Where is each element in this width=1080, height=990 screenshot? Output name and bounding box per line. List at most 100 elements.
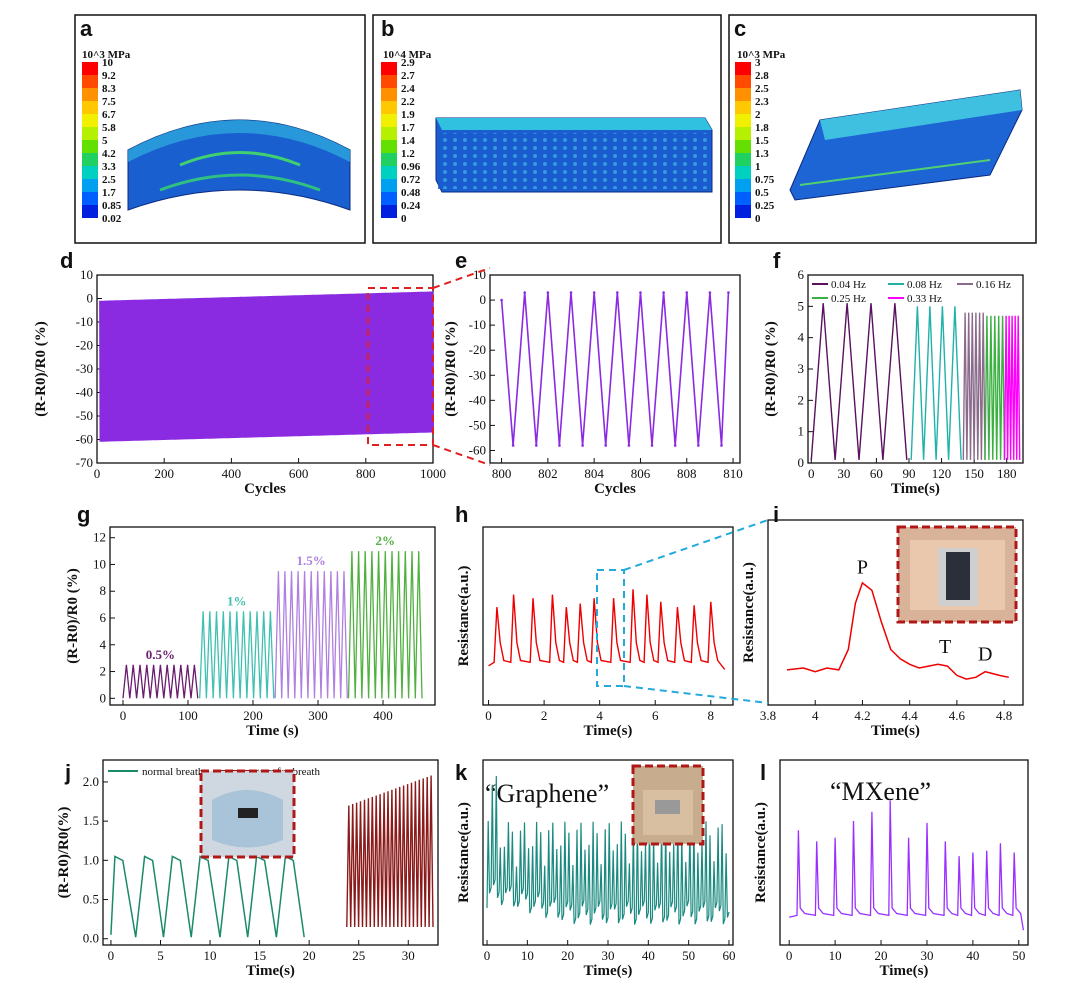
panel-b-unit: 10^4 MPa xyxy=(383,49,432,61)
panel-label: g xyxy=(77,502,90,527)
y-tick-label: -70 xyxy=(76,455,93,470)
x-axis-label: Time(s) xyxy=(246,963,295,979)
series-line xyxy=(984,315,1006,460)
x-tick-label: 15 xyxy=(253,948,266,963)
y-tick-label: 1.0 xyxy=(83,852,99,867)
x-tick-label: 40 xyxy=(642,948,655,963)
x-axis-label: Cycles xyxy=(244,481,286,497)
x-tick-label: 800 xyxy=(356,466,376,481)
colorbar-swatch xyxy=(735,101,751,114)
x-axis-label: Time (s) xyxy=(246,723,299,739)
y-tick-label: 1 xyxy=(798,424,805,439)
x-tick-label: 40 xyxy=(966,948,979,963)
peak-annotation: T xyxy=(939,636,951,658)
data-point xyxy=(685,291,689,294)
colorbar-swatch xyxy=(735,179,751,192)
colorbar-swatch xyxy=(735,114,751,127)
legend-label: 0.33 Hz xyxy=(907,293,942,305)
series-line xyxy=(910,306,962,460)
x-tick-label: 20 xyxy=(303,948,316,963)
chart-title: “Graphene” xyxy=(485,779,609,808)
series-line xyxy=(1003,315,1021,460)
colorbar-tick: 1.2 xyxy=(401,148,415,160)
data-point xyxy=(604,444,608,447)
x-tick-label: 4.4 xyxy=(902,708,919,723)
colorbar-swatch xyxy=(82,75,98,88)
panel-c-frame xyxy=(728,14,1037,244)
x-tick-label: 20 xyxy=(561,948,574,963)
chart-k: k 0 10 20 30 40 50 60 Time(s) Resistance(a.u.) “Gr… xyxy=(455,759,735,979)
panel-a: a 10^3 MPa 109.28.37.56.75.854.23.32.51.… xyxy=(74,14,366,244)
colorbar-tick: 10 xyxy=(102,57,114,69)
y-axis-label: (R-R0)/R0 (%) xyxy=(65,568,81,663)
y-tick-label: -40 xyxy=(76,385,93,400)
x-tick-label: 10 xyxy=(521,948,534,963)
series-line xyxy=(110,855,305,938)
colorbar-swatch xyxy=(381,101,397,114)
legend-label: 0.08 Hz xyxy=(907,279,942,291)
data-point xyxy=(592,291,596,294)
x-axis-label: Time(s) xyxy=(871,723,920,739)
x-tick-label: 810 xyxy=(723,466,743,481)
colorbar-swatch xyxy=(82,127,98,140)
panel-label: k xyxy=(455,760,468,785)
colorbar-swatch xyxy=(381,62,397,75)
x-tick-label: 180 xyxy=(997,466,1017,481)
y-axis-label: Resistance(a.u.) xyxy=(456,566,472,667)
y-tick-label: 10 xyxy=(80,267,93,282)
colorbar-tick: 7.5 xyxy=(102,96,116,108)
series-line xyxy=(347,551,423,699)
x-tick-label: 30 xyxy=(920,948,933,963)
colorbar-swatch xyxy=(735,192,751,205)
colorbar-tick: 6.7 xyxy=(102,109,116,121)
x-tick-label: 0 xyxy=(485,708,492,723)
x-tick-label: 400 xyxy=(373,708,393,723)
y-tick-label: -30 xyxy=(76,361,93,376)
colorbar-swatch xyxy=(381,127,397,140)
series-line xyxy=(810,303,908,460)
x-tick-label: 30 xyxy=(402,948,415,963)
panel-c: c 10^3 MPa 32.82.52.321.81.51.310.750.50… xyxy=(728,14,1037,244)
panel-c-label: c xyxy=(734,16,746,41)
colorbar-swatch xyxy=(82,166,98,179)
panel-b: b 10^4 MPa 2.92.72.42.21.91.71.41.20.960… xyxy=(372,14,722,244)
data-point xyxy=(708,291,712,294)
peak-annotation: D xyxy=(978,644,992,666)
colorbar-swatch xyxy=(82,114,98,127)
y-tick-label: 2 xyxy=(100,664,107,679)
colorbar-tick: 2.7 xyxy=(401,70,415,82)
colorbar-tick: 1 xyxy=(755,161,761,173)
panel-label: j xyxy=(64,760,71,785)
y-tick-label: 12 xyxy=(93,530,106,545)
y-tick-label: 0.0 xyxy=(83,931,99,946)
x-tick-label: 808 xyxy=(677,466,697,481)
colorbar-tick: 1.5 xyxy=(755,135,769,147)
x-axis-label: Time(s) xyxy=(891,481,940,497)
y-axis-label: (R-R0)/R0 (%) xyxy=(763,321,779,416)
x-tick-label: 2 xyxy=(541,708,548,723)
colorbar-tick: 5 xyxy=(102,135,108,147)
y-axis-label: (R-R0)/R0 (%) xyxy=(33,321,49,416)
zoom-connector-d-e xyxy=(367,267,491,466)
panel-label: l xyxy=(760,760,766,785)
colorbar-tick: 0.75 xyxy=(755,174,775,186)
colorbar-tick: 3.3 xyxy=(102,161,116,173)
colorbar-tick: 1.8 xyxy=(755,122,769,134)
x-tick-label: 300 xyxy=(308,708,328,723)
colorbar-tick: 2.5 xyxy=(755,83,769,95)
colorbar-swatch xyxy=(82,88,98,101)
x-axis-label: Cycles xyxy=(594,481,636,497)
data-point xyxy=(662,291,665,294)
x-tick-label: 806 xyxy=(631,466,651,481)
y-tick-label: 6 xyxy=(100,610,107,625)
y-axis-label: Resistance(a.u.) xyxy=(741,562,757,663)
x-tick-label: 30 xyxy=(837,466,850,481)
colorbar-tick: 0 xyxy=(401,213,407,225)
y-tick-label: 0 xyxy=(798,455,805,470)
colorbar-tick: 0.85 xyxy=(102,200,122,212)
series-line xyxy=(346,775,434,928)
panel-c-unit: 10^3 MPa xyxy=(737,49,786,61)
colorbar-swatch xyxy=(82,62,98,75)
y-tick-label: 4 xyxy=(798,330,805,345)
